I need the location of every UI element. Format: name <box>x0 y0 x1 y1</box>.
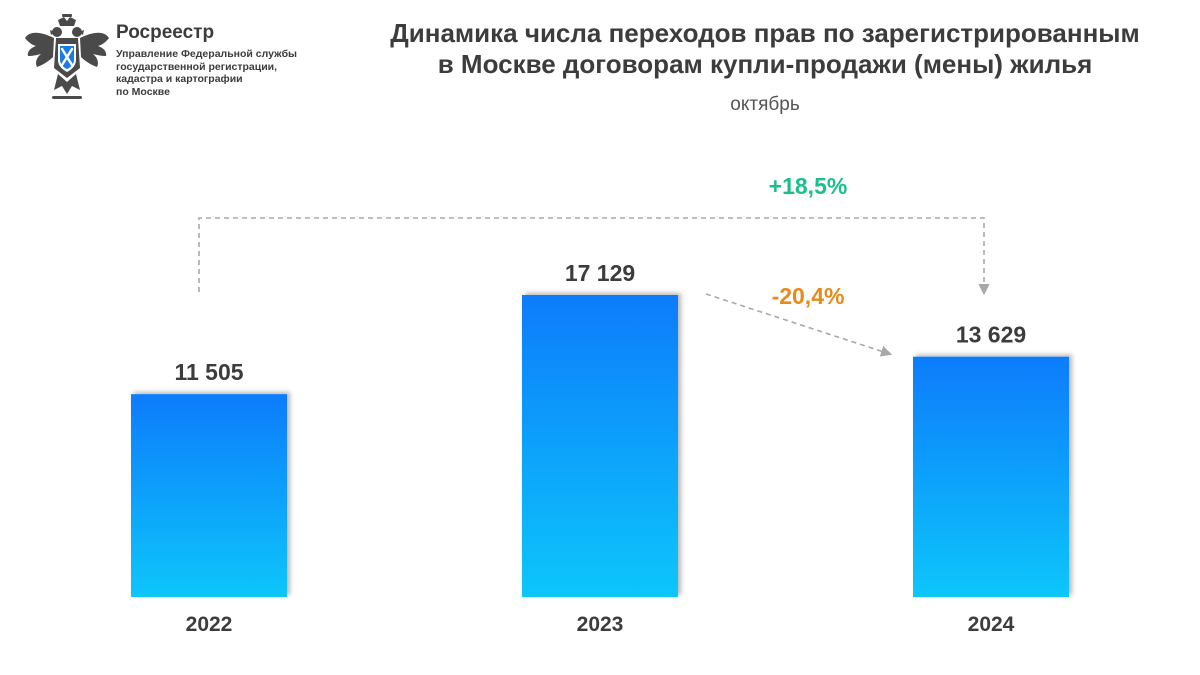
chart-title-line: в Москве договорам купли-продажи (мены) … <box>437 49 1093 79</box>
bar-2022 <box>131 394 287 597</box>
bar-value-label: 11 505 <box>174 359 243 385</box>
org-subtitle-line: по Москве <box>116 85 170 98</box>
bar-2024 <box>913 356 1069 597</box>
decline-annotation: -20,4% <box>772 283 845 309</box>
chart-subtitle: октябрь <box>730 94 800 115</box>
bar-value-label: 17 129 <box>565 260 635 286</box>
category-label: 2022 <box>186 613 233 636</box>
org-subtitle-line: кадастра и картографии <box>116 73 243 85</box>
category-label: 2023 <box>577 613 624 636</box>
growth-annotation: +18,5% <box>769 173 848 199</box>
bar-2023 <box>522 295 678 597</box>
rosreestr-eagle-logo-icon <box>25 14 109 99</box>
category-label: 2024 <box>968 613 1015 636</box>
org-subtitle: Управление Федеральной службы государств… <box>116 48 306 98</box>
chart-title-line: Динамика числа переходов прав по зарегис… <box>390 18 1140 48</box>
org-name: Росреестр <box>116 22 215 43</box>
org-subtitle-line: государственной регистрации, <box>116 60 278 73</box>
chart-title: Динамика числа переходов прав по зарегис… <box>340 18 1190 80</box>
bar-value-label: 13 629 <box>956 322 1026 348</box>
growth-bracket-arrow <box>198 217 990 296</box>
org-subtitle-line: Управление Федеральной службы <box>116 48 298 60</box>
